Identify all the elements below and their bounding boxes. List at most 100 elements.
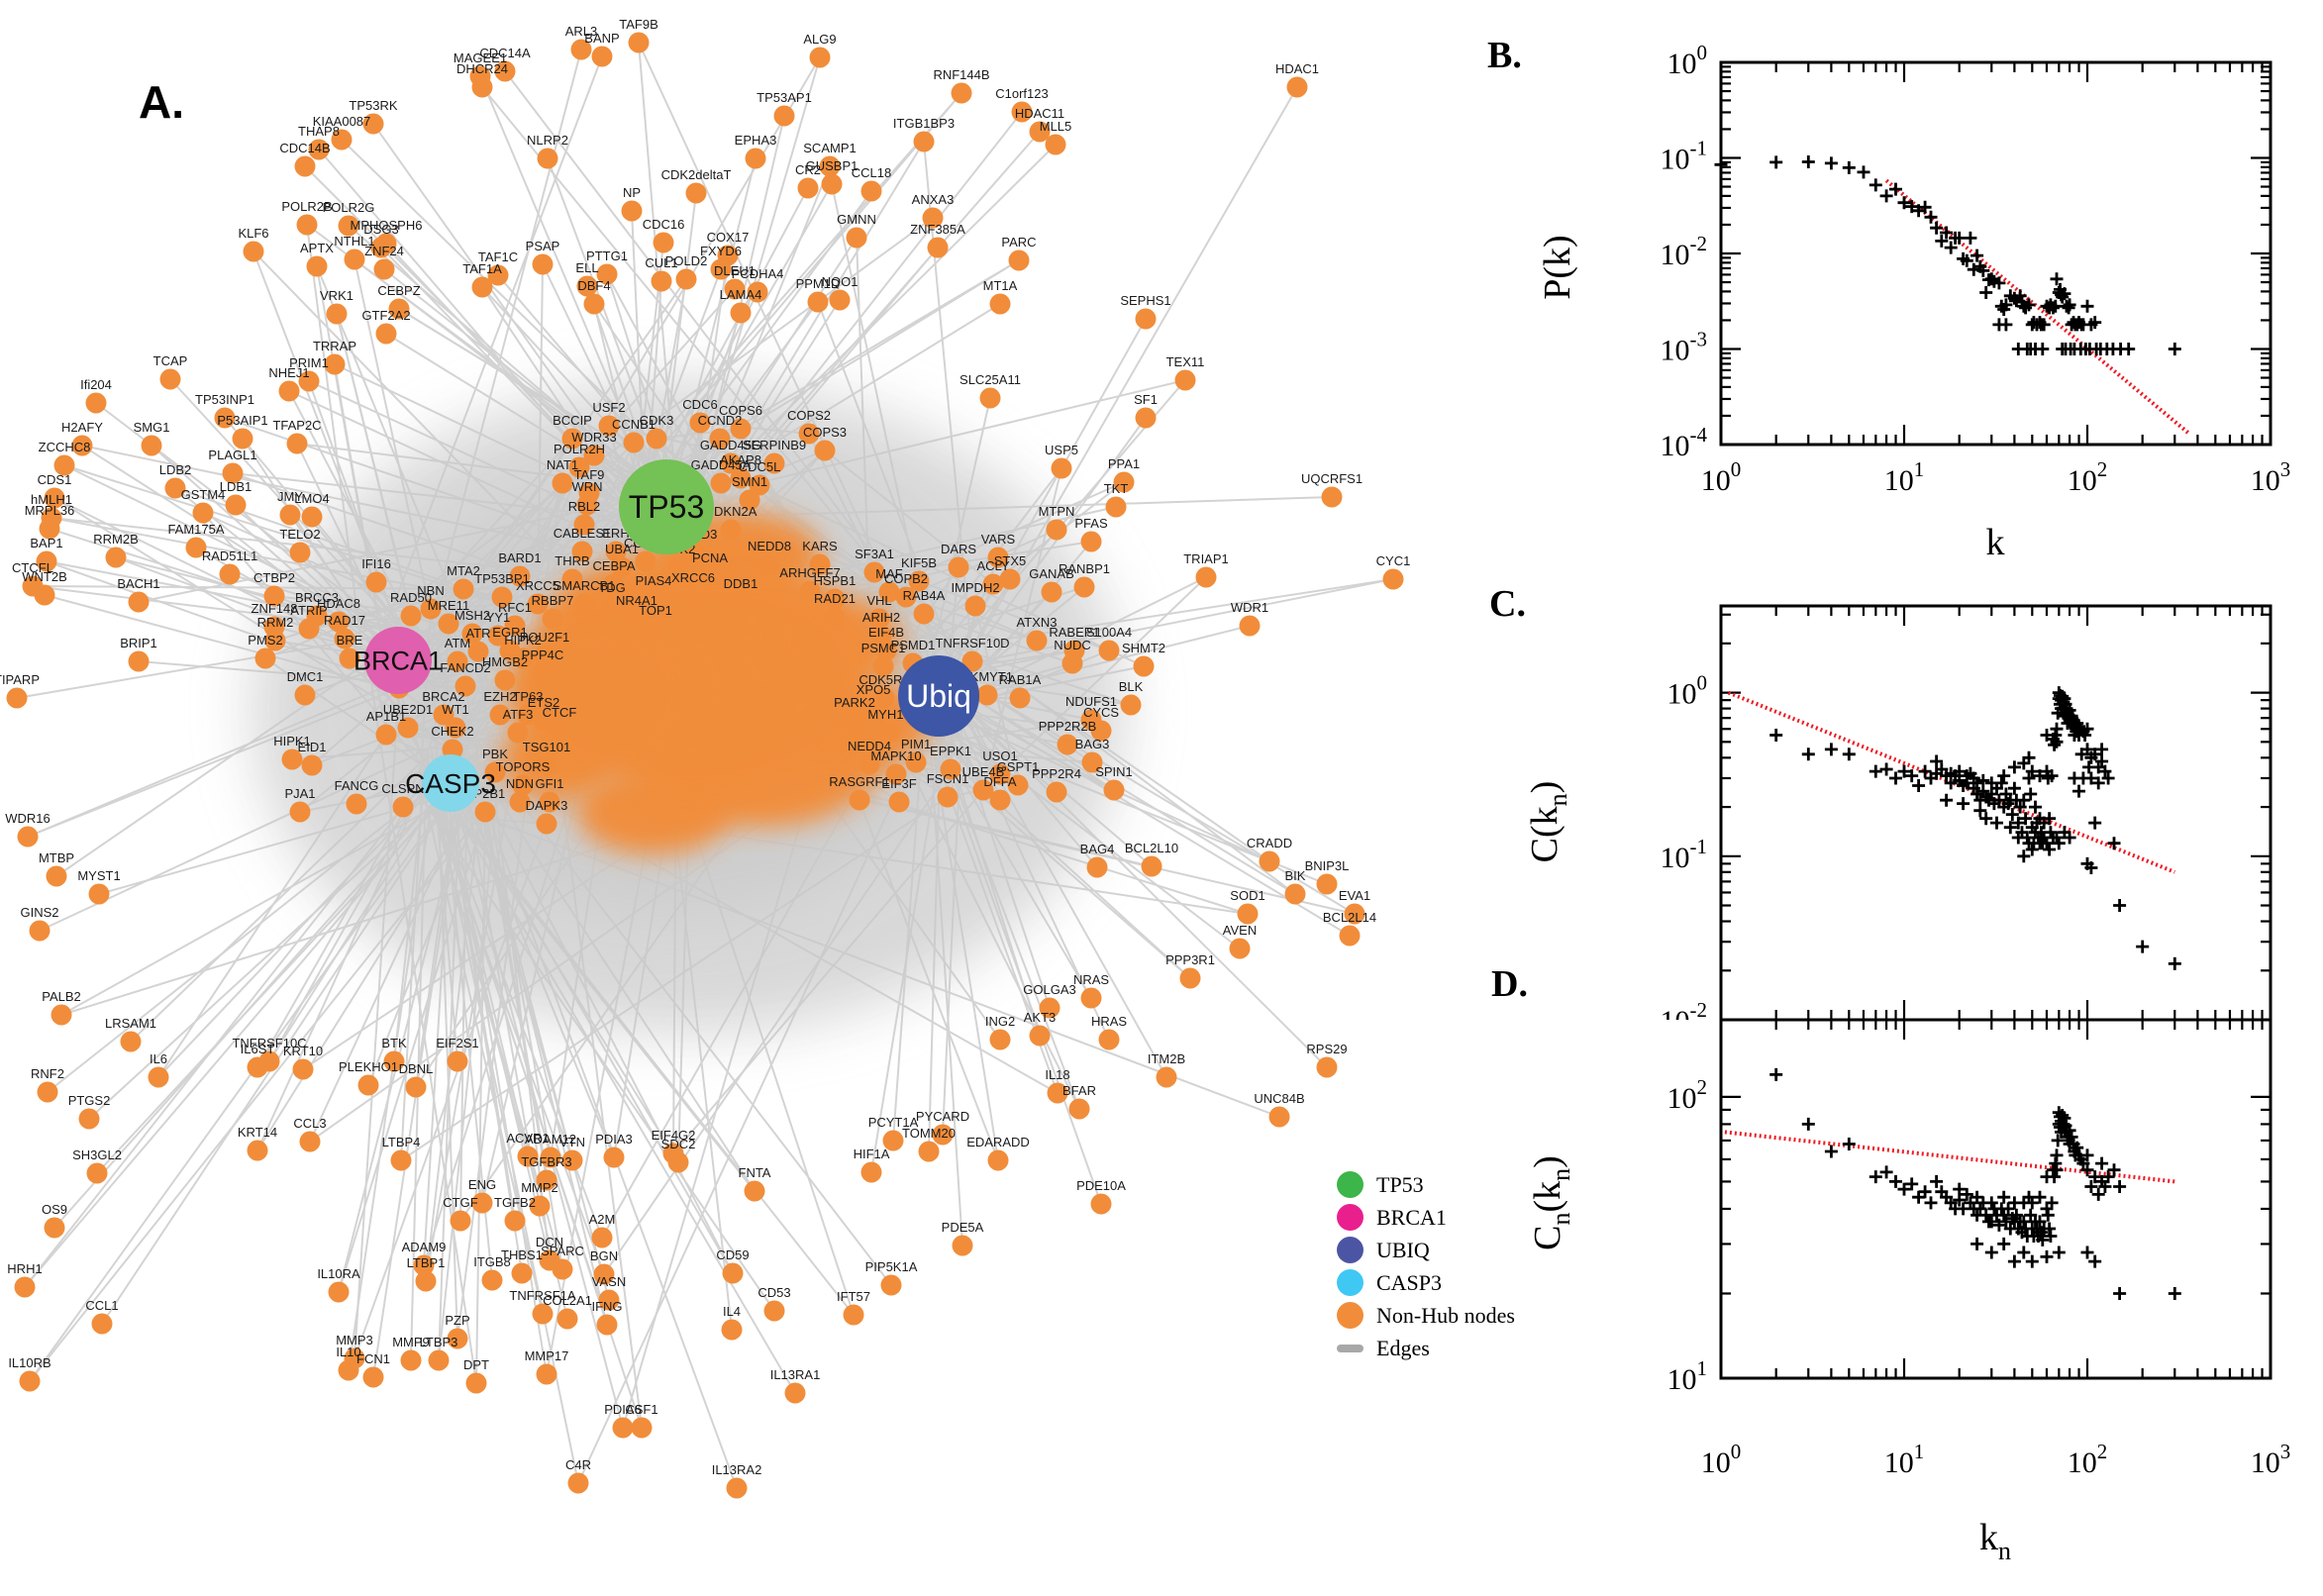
network-node: [148, 1066, 169, 1088]
legend-item-casp3: CASP3: [1337, 1266, 1515, 1299]
node-label: CCNB1: [612, 417, 656, 432]
network-node: [289, 801, 311, 823]
hub-label-ubiq: Ubiq: [906, 678, 971, 714]
network-node: [773, 105, 795, 127]
node-label: TRRAP: [313, 339, 356, 353]
network-node: [36, 550, 57, 572]
node-label: TAF9: [574, 467, 605, 482]
network-node: [331, 129, 353, 150]
tick-label: 101: [1667, 1356, 1708, 1396]
node-label: BIK: [1285, 868, 1306, 883]
node-label: AVEN: [1223, 923, 1257, 938]
network-node: [872, 655, 894, 677]
network-node: [39, 518, 60, 540]
network-node: [1080, 987, 1102, 1009]
network-node: [278, 380, 300, 402]
node-label: UBE4B: [962, 764, 1005, 779]
node-label: WRN: [571, 479, 602, 494]
network-node: [601, 595, 623, 617]
axis-title: kn: [1979, 1517, 2011, 1565]
node-label: PCNA: [692, 550, 728, 565]
node-label: TCAP: [153, 353, 188, 368]
network-node: [667, 556, 689, 578]
node-label: A2M: [589, 1212, 616, 1227]
node-label: DARS: [941, 542, 976, 556]
network-node: [596, 263, 618, 285]
network-node: [999, 568, 1021, 590]
node-label: POU2F1: [520, 630, 570, 645]
network-node: [1103, 779, 1125, 801]
network-node: [878, 581, 900, 603]
plot-box: [1719, 60, 2272, 447]
node-label: TP53RK: [349, 98, 397, 113]
network-node: [1120, 694, 1142, 716]
node-label: KIF5B: [901, 555, 937, 570]
tick-label: 10-2: [1661, 232, 1708, 271]
network-node: [390, 1149, 412, 1171]
network-node: [982, 573, 1004, 595]
node-label: SH3GL2: [72, 1147, 122, 1162]
legend-item-ubiq: UBIQ: [1337, 1234, 1515, 1266]
node-label: H2AFY: [61, 420, 103, 435]
network-node: [875, 640, 897, 661]
non-hub-node-icon: [1337, 1302, 1364, 1329]
node-label: CCL1: [85, 1298, 118, 1313]
node-label: GSPT1: [997, 759, 1040, 774]
node-label: MTA2: [447, 563, 480, 578]
network-node: [1156, 1066, 1177, 1088]
network-node: [128, 650, 150, 672]
network-node: [292, 1058, 314, 1080]
network-node: [979, 387, 1001, 409]
network-node: [749, 474, 770, 496]
network-node: [247, 1140, 268, 1161]
node-label: RAB4A: [903, 588, 946, 603]
node-label: WNT2B: [22, 569, 67, 584]
node-label: IL10RA: [317, 1266, 360, 1281]
network-node: [453, 578, 474, 600]
node-label: PYCARD: [916, 1109, 969, 1124]
tick-label: 10-1: [1661, 835, 1708, 874]
tick-label: 102: [2068, 1440, 2108, 1479]
network-node: [445, 717, 466, 739]
network-node: [415, 1270, 437, 1292]
scatter-points: [1769, 1067, 2181, 1300]
node-label: BACH1: [117, 576, 159, 591]
network-node: [824, 588, 846, 610]
tick-label: 100: [1701, 1440, 1742, 1479]
hub-nodes: TP53 BRCA1 Ubiq CASP3: [354, 459, 979, 812]
node-label: TP53BP1: [474, 571, 530, 586]
network-node: [388, 298, 410, 320]
node-label: CTCF: [543, 705, 577, 720]
network-node: [667, 1151, 689, 1173]
node-label: DPT: [463, 1357, 489, 1372]
node-label: DSG3: [363, 222, 398, 237]
node-label: KIAA0087: [313, 114, 371, 129]
node-label: RAB1A: [999, 672, 1042, 687]
network-node: [185, 537, 207, 558]
axis-ticks: [1719, 606, 2272, 1020]
network-node: [346, 793, 367, 815]
network-node: [254, 648, 276, 669]
network-node: [1086, 856, 1108, 878]
node-label: PIM1: [901, 737, 931, 751]
network-node: [397, 717, 419, 739]
node-label: LAMA4: [720, 287, 762, 302]
network-node: [447, 1328, 468, 1349]
node-label: NRAS: [1073, 972, 1109, 987]
node-label: NUDC: [1054, 638, 1091, 652]
node-label: MAGEE1: [454, 50, 507, 65]
legend-item-nonhub: Non-Hub nodes: [1337, 1299, 1515, 1332]
network-node: [1029, 1025, 1051, 1047]
network-node: [646, 428, 667, 449]
network-node: [885, 763, 907, 785]
network-node: [17, 826, 39, 848]
network-node: [294, 684, 316, 706]
network-node: [1057, 734, 1078, 755]
node-label: BANP: [584, 31, 619, 46]
network-legend: TP53 BRCA1 UBIQ CASP3 Non-Hub nodes Edge…: [1337, 1168, 1515, 1364]
tick-label: 10-1: [1661, 137, 1708, 176]
network-node: [34, 584, 55, 606]
network-node: [937, 786, 959, 808]
network-node: [512, 774, 534, 796]
